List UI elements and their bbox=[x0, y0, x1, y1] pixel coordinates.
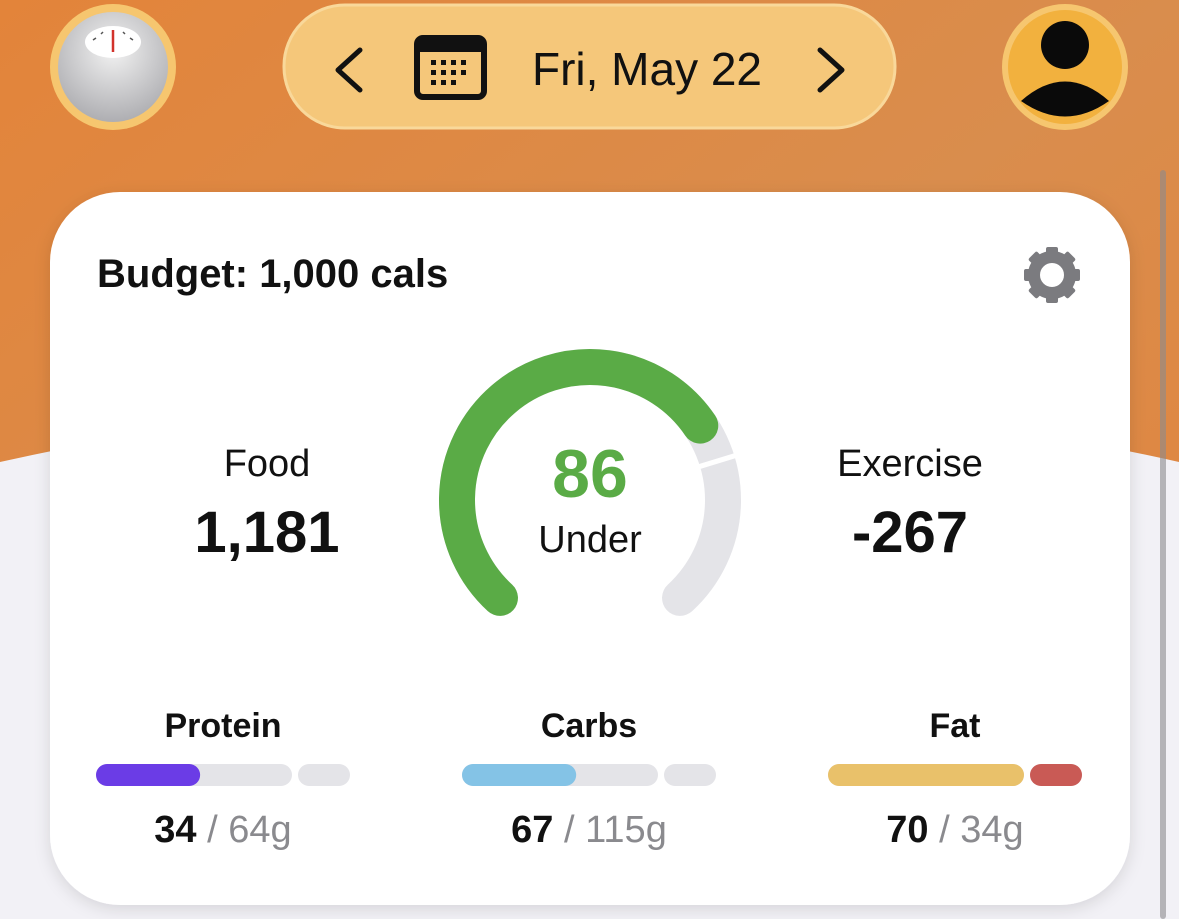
macro-name: Carbs bbox=[541, 707, 637, 745]
macro-eaten: 70 bbox=[886, 809, 928, 851]
profile-button[interactable] bbox=[1002, 4, 1128, 130]
macro-goal: 64 bbox=[228, 809, 270, 851]
macro-bar-over bbox=[1030, 764, 1082, 786]
gauge-label: Under bbox=[538, 519, 642, 561]
macro-goal: 34 bbox=[960, 809, 1002, 851]
weight-button[interactable] bbox=[50, 4, 176, 130]
macro-separator: / bbox=[939, 809, 950, 851]
macro-eaten: 67 bbox=[511, 809, 553, 851]
macro-separator: / bbox=[564, 809, 575, 851]
calorie-gauge bbox=[439, 349, 741, 616]
gauge-divider bbox=[695, 452, 739, 470]
gauge-value: 86 bbox=[552, 436, 628, 512]
macro-track-extra bbox=[298, 764, 350, 786]
macro-separator: / bbox=[207, 809, 218, 851]
calendar-icon[interactable] bbox=[414, 35, 487, 100]
macro-name: Protein bbox=[164, 707, 281, 745]
macro-amount: 34 / 64g bbox=[154, 809, 291, 851]
gauge-fill bbox=[439, 349, 719, 616]
date-label[interactable]: Fri, May 22 bbox=[532, 43, 762, 95]
settings-button[interactable] bbox=[1024, 247, 1080, 303]
food-label: Food bbox=[224, 443, 311, 485]
date-selector: Fri, May 22 bbox=[282, 3, 897, 130]
food-value: 1,181 bbox=[194, 500, 339, 565]
macro-unit: g bbox=[1003, 809, 1024, 851]
macro-eaten: 34 bbox=[154, 809, 196, 851]
prev-day[interactable] bbox=[335, 47, 363, 93]
macro-amount: 67 / 115g bbox=[511, 809, 667, 851]
scrollbar bbox=[1160, 170, 1166, 919]
budget-label: Budget: 1,000 cals bbox=[97, 252, 448, 296]
macro-track-extra bbox=[664, 764, 716, 786]
macro-bar bbox=[96, 764, 201, 786]
macro-bar bbox=[462, 764, 577, 786]
summary-card bbox=[50, 192, 1130, 905]
macro-unit: g bbox=[646, 809, 667, 851]
macro-bar bbox=[828, 764, 1024, 786]
exercise-label: Exercise bbox=[837, 443, 983, 485]
exercise-value: -267 bbox=[852, 500, 968, 565]
next-day[interactable] bbox=[817, 47, 845, 93]
macro-goal: 115 bbox=[585, 809, 646, 851]
macro-amount: 70 / 34g bbox=[886, 809, 1023, 851]
macro-unit: g bbox=[271, 809, 292, 851]
macro-name: Fat bbox=[930, 707, 981, 745]
